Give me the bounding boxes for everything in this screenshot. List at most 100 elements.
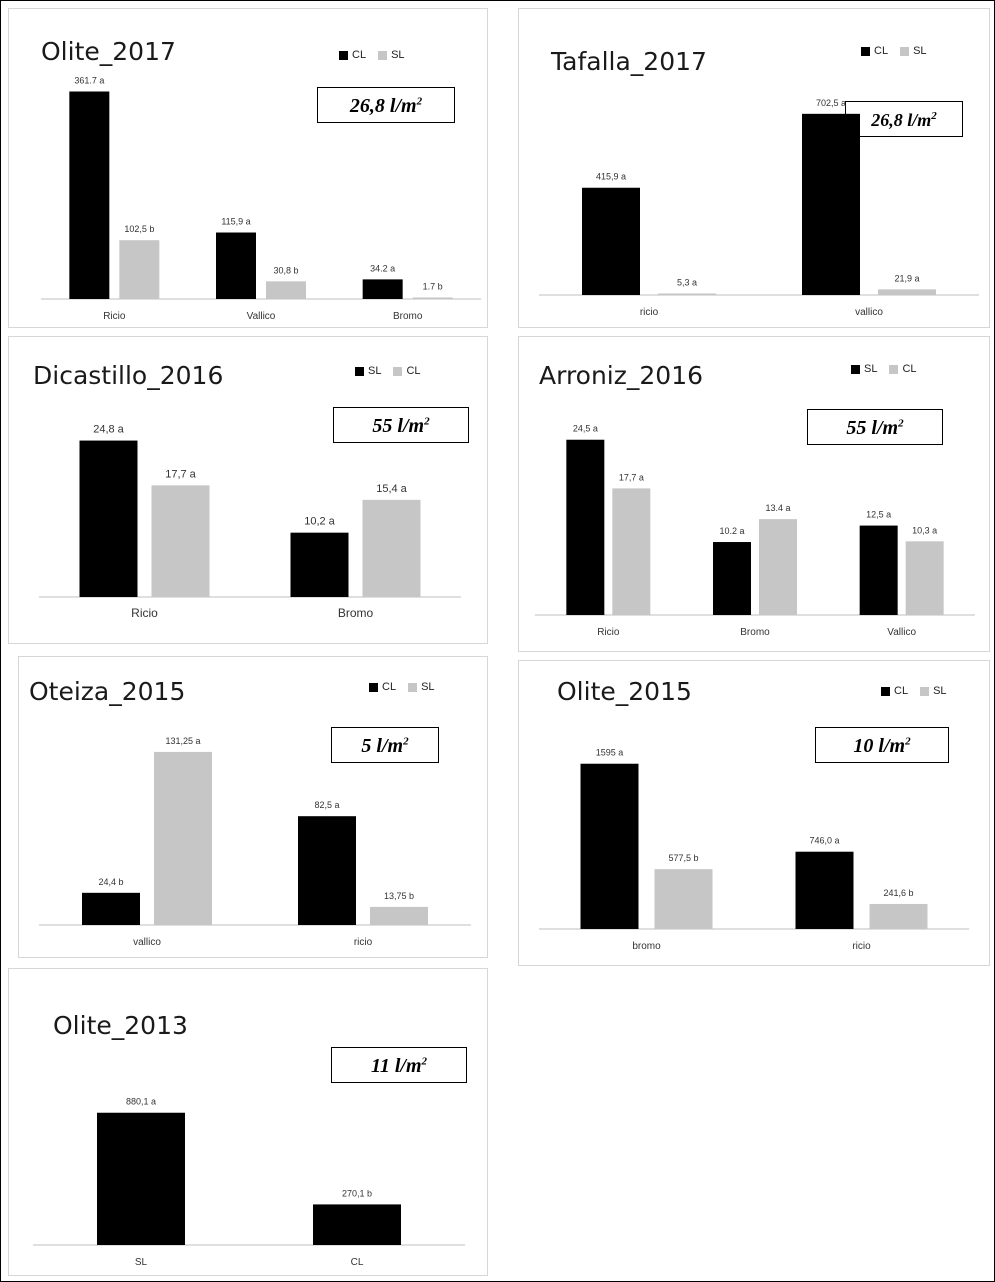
legend: CL SL — [881, 685, 947, 697]
data-label: 361.7 a — [74, 75, 104, 85]
legend-swatch — [881, 686, 890, 696]
data-label: 30,8 b — [273, 265, 298, 275]
legend: SL CL — [851, 363, 917, 375]
data-label: 82,5 a — [314, 800, 339, 810]
legend-item: CL — [861, 45, 888, 57]
bar-chart: 24,5 a 17,7 a Ricio 10.2 a 13.4 a Bromo 12,5 a… — [535, 424, 975, 638]
legend-label: CL — [902, 363, 917, 375]
x-tick-label: Ricio — [103, 311, 126, 322]
legend-label: SL — [391, 49, 405, 61]
rainfall-box: 55 l/m2 — [333, 407, 469, 443]
data-label: 17,7 a — [165, 468, 196, 480]
panel-title: Olite_2017 — [41, 37, 176, 66]
data-label: 12,5 a — [866, 510, 891, 520]
data-label: 13.4 a — [765, 503, 790, 513]
x-tick-label: SL — [135, 1257, 148, 1268]
legend-swatch — [861, 46, 870, 56]
bar-cl-ricio — [612, 488, 651, 615]
legend-item: SL — [408, 681, 435, 693]
panel-title: Olite_2013 — [53, 1011, 188, 1040]
legend: CL SL — [369, 681, 435, 693]
legend-label: CL — [352, 49, 367, 61]
legend-item: SL — [920, 685, 947, 697]
panel-olite-2015: Olite_2015 CL SL 10 l/m2 1595 a 577,5 b br… — [518, 660, 990, 966]
x-tick-label: vallico — [855, 307, 883, 318]
panel-title: Arroniz_2016 — [539, 361, 704, 390]
panel-title: Oteiza_2015 — [29, 677, 186, 706]
legend-label: CL — [382, 681, 397, 693]
panel-title: Olite_2015 — [557, 677, 692, 706]
bar-value-cl — [313, 1204, 401, 1245]
legend-swatch — [408, 682, 418, 692]
bar-cl-bromo — [580, 763, 639, 929]
data-label: 10.2 a — [719, 526, 744, 536]
bar-sl-bromo — [654, 869, 713, 929]
rainfall-exponent: 2 — [931, 110, 937, 122]
legend-swatch — [369, 682, 378, 692]
rainfall-box: 10 l/m2 — [815, 727, 949, 763]
rainfall-box: 55 l/m2 — [807, 409, 943, 445]
x-tick-label: Vallico — [887, 627, 916, 638]
x-tick-label: Ricio — [597, 627, 620, 638]
legend-swatch — [900, 46, 910, 56]
bar-cl-vallico — [905, 541, 944, 615]
x-tick-label: bromo — [632, 941, 661, 952]
bar-sl-bromo — [713, 542, 751, 615]
rainfall-exponent: 2 — [424, 415, 430, 428]
legend-item: SL — [851, 363, 877, 375]
bar-chart: 24,4 b 131,25 a vallico 82,5 a 13,75 b ricio — [39, 736, 471, 948]
legend-label: CL — [894, 685, 909, 697]
data-label: 10,3 a — [912, 525, 937, 535]
rainfall-value: 26,8 l/m — [871, 110, 932, 130]
bar-sl-ricio — [869, 903, 928, 929]
bar-cl-bromo — [362, 279, 403, 299]
bar-sl-vallico — [154, 751, 212, 925]
x-tick-label: ricio — [354, 937, 373, 948]
legend-label: SL — [864, 363, 878, 375]
legend-swatch — [378, 50, 388, 60]
bar-sl-bromo — [412, 297, 453, 299]
data-label: 24,8 a — [93, 424, 124, 436]
panel-olite-2013: Olite_2013 11 l/m2 880,1 a SL 270,1 b CL — [8, 968, 488, 1276]
data-label: 21,9 a — [894, 273, 919, 283]
bar-sl-vallico — [859, 525, 898, 615]
legend: CL SL — [339, 49, 405, 61]
data-label: 270,1 b — [342, 1188, 372, 1198]
rainfall-exponent: 2 — [421, 1055, 428, 1068]
legend: CL SL — [861, 45, 927, 57]
data-label: 10,2 a — [304, 516, 335, 528]
bar-sl-ricio — [370, 906, 428, 925]
data-label: 702,5 a — [816, 98, 846, 108]
bar-cl-ricio — [69, 91, 110, 300]
data-label: 102,5 b — [124, 224, 154, 234]
bar-sl-ricio — [119, 240, 160, 299]
legend-item: CL — [369, 681, 396, 693]
legend-swatch — [355, 366, 364, 376]
x-tick-label: Vallico — [247, 311, 276, 322]
bar-sl-ricio — [79, 440, 138, 597]
bar-sl-bromo — [290, 532, 349, 597]
legend-swatch — [920, 686, 930, 696]
rainfall-exponent: 2 — [898, 417, 904, 430]
panel-title: Tafalla_2017 — [551, 47, 707, 76]
data-label: 15,4 a — [376, 483, 407, 495]
legend-label: CL — [406, 365, 421, 377]
legend-swatch — [851, 364, 860, 374]
bar-chart: 361.7 a 102,5 b Ricio 115,9 a 30,8 b Vallico 3… — [41, 75, 481, 322]
bar-sl-ricio — [566, 439, 605, 615]
data-label: 415,9 a — [596, 172, 626, 182]
data-label: 115,9 a — [221, 217, 250, 227]
x-tick-label: ricio — [852, 941, 871, 952]
bar-sl-ricio — [658, 293, 716, 295]
data-label: 17,7 a — [619, 472, 644, 482]
x-tick-label: Bromo — [393, 311, 423, 322]
legend-item: CL — [393, 365, 421, 377]
legend-label: CL — [874, 45, 889, 57]
legend-item: CL — [339, 49, 366, 61]
data-label: 34.2 a — [370, 263, 395, 273]
legend-item: CL — [881, 685, 908, 697]
data-label: 24,5 a — [573, 424, 598, 434]
bar-chart: 1595 a 577,5 b bromo 746,0 a 241,6 b ricio — [539, 748, 969, 952]
rainfall-value: 10 l/m — [853, 735, 906, 757]
bar-cl-ricio — [795, 851, 854, 929]
